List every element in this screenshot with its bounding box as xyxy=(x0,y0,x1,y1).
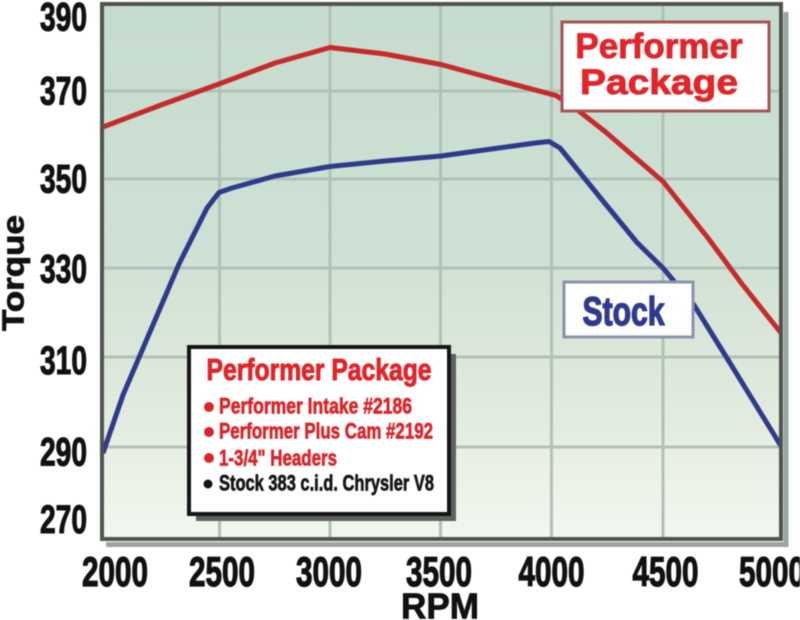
svg-text:370: 370 xyxy=(40,70,87,114)
svg-text:270: 270 xyxy=(40,498,87,542)
svg-text:5000: 5000 xyxy=(739,548,800,595)
svg-text:Performer Intake #2186: Performer Intake #2186 xyxy=(219,394,412,419)
svg-text:Stock 383 c.i.d. Chrysler V8: Stock 383 c.i.d. Chrysler V8 xyxy=(219,471,434,496)
svg-text:4000: 4000 xyxy=(519,548,585,595)
svg-text:Torque: Torque xyxy=(0,215,31,331)
svg-text:Package: Package xyxy=(580,63,738,102)
svg-text:Stock: Stock xyxy=(583,290,666,334)
svg-text:3000: 3000 xyxy=(296,548,362,595)
svg-text:3500: 3500 xyxy=(406,548,472,595)
svg-text:290: 290 xyxy=(40,431,87,475)
svg-text:Performer Package: Performer Package xyxy=(207,352,432,387)
svg-text:330: 330 xyxy=(40,248,87,292)
svg-text:Performer: Performer xyxy=(575,27,743,66)
svg-text:4500: 4500 xyxy=(633,548,699,595)
svg-text:RPM: RPM xyxy=(401,586,479,620)
svg-text:2500: 2500 xyxy=(189,548,255,595)
svg-text:2000: 2000 xyxy=(82,548,148,595)
svg-text:Performer Plus Cam #2192: Performer Plus Cam #2192 xyxy=(219,419,433,444)
svg-text:1-3/4" Headers: 1-3/4" Headers xyxy=(219,446,337,471)
svg-text:390: 390 xyxy=(40,0,87,40)
svg-text:350: 350 xyxy=(40,158,87,202)
svg-text:310: 310 xyxy=(40,339,87,383)
